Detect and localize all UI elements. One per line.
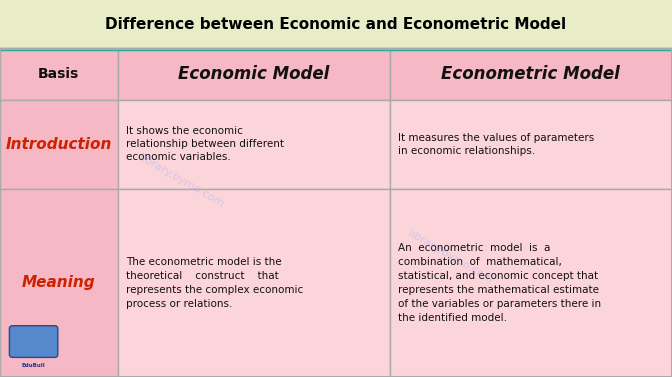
Bar bbox=[118, 100, 390, 188]
Bar bbox=[0, 100, 118, 188]
Text: The econometric model is the
theoretical    construct    that
represents the com: The econometric model is the theoretical… bbox=[126, 257, 303, 309]
Text: Basis: Basis bbox=[38, 67, 79, 81]
Bar bbox=[0, 49, 118, 100]
Bar bbox=[118, 188, 390, 377]
Bar bbox=[0, 188, 118, 377]
Text: An  econometric  model  is  a
combination  of  mathematical,
statistical, and ec: An econometric model is a combination of… bbox=[398, 243, 601, 323]
Text: It shows the economic
relationship between different
economic variables.: It shows the economic relationship betwe… bbox=[126, 126, 284, 162]
Text: Introduction: Introduction bbox=[5, 137, 112, 152]
Bar bbox=[390, 188, 672, 377]
Text: library.bymo.com: library.bymo.com bbox=[406, 228, 495, 285]
Bar bbox=[390, 49, 672, 100]
Text: Meaning: Meaning bbox=[22, 275, 95, 290]
Bar bbox=[0, 0, 672, 49]
Text: Econometric Model: Econometric Model bbox=[442, 66, 620, 83]
Text: Difference between Economic and Econometric Model: Difference between Economic and Economet… bbox=[106, 17, 566, 32]
Bar bbox=[118, 49, 390, 100]
Text: It measures the values of parameters
in economic relationships.: It measures the values of parameters in … bbox=[398, 133, 594, 156]
Bar bbox=[390, 100, 672, 188]
Bar bbox=[0, 49, 672, 377]
Text: EduBull: EduBull bbox=[22, 363, 46, 368]
Text: Economic Model: Economic Model bbox=[178, 66, 329, 83]
Text: library.bymo.com: library.bymo.com bbox=[137, 153, 226, 209]
FancyBboxPatch shape bbox=[9, 326, 58, 357]
